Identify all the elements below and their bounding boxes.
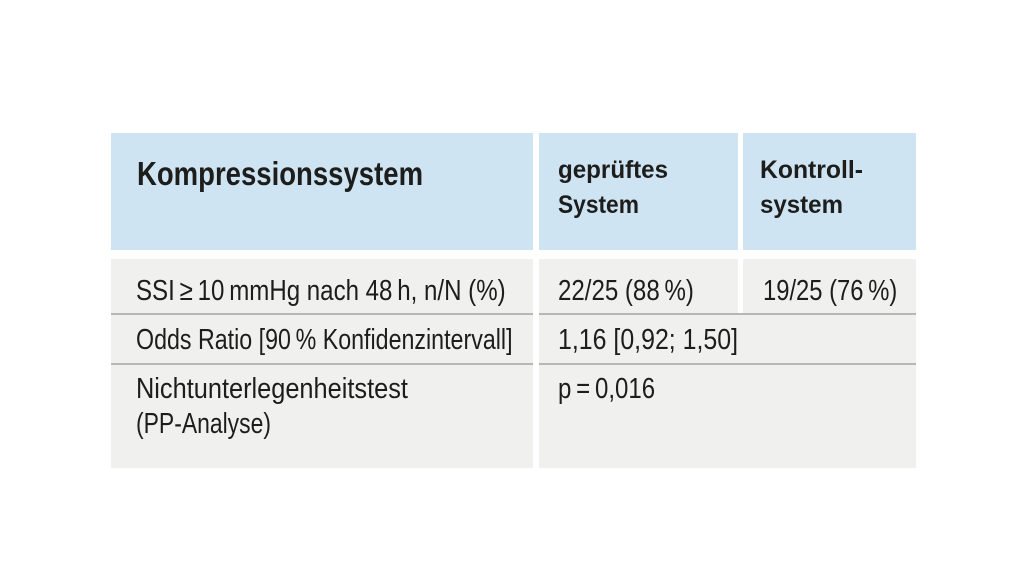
column-header-geprueftes-line2: System — [558, 191, 639, 219]
row-odds-ratio-label: Odds Ratio [90 % Konfidenzintervall] — [136, 323, 513, 356]
column-header-geprueftes-line1: geprüftes — [558, 156, 669, 184]
row-separator — [539, 313, 916, 315]
row-ssi-tested-value: 22/25 (88 %) — [558, 274, 694, 307]
row-noninferiority-label-cell: Nichtunterlegenheitstest (PP-Analyse) — [111, 364, 533, 468]
row-noninferiority-label-line1: Nichtunterlegenheitstest — [136, 372, 408, 405]
row-separator — [539, 363, 916, 365]
row-odds-ratio-value-cell: 1,16 [0,92; 1,50] — [539, 314, 916, 364]
column-header-geprueftes-system: geprüftes System — [539, 133, 738, 250]
column-header-kontroll-line2: system — [759, 191, 843, 219]
column-header-kompressionssystem: Kompressionssystem — [111, 133, 533, 250]
row-noninferiority-value: p = 0,016 — [558, 372, 656, 405]
row-ssi-label: SSI ≥ 10 mmHg nach 48 h, n/N (%) — [136, 274, 506, 307]
row-noninferiority-value-cell: p = 0,016 — [539, 364, 916, 468]
row-odds-ratio-label-cell: Odds Ratio [90 % Konfidenzintervall] — [111, 314, 533, 364]
column-header-kompressionssystem-label: Kompressionssystem — [137, 155, 424, 192]
row-ssi-control-cell: 19/25 (76 %) — [743, 258, 916, 314]
row-ssi-label-cell: SSI ≥ 10 mmHg nach 48 h, n/N (%) — [111, 258, 533, 314]
column-header-kontroll-line1: Kontroll- — [759, 156, 863, 184]
row-ssi-control-value: 19/25 (76 %) — [762, 274, 897, 307]
row-odds-ratio-value: 1,16 [0,92; 1,50] — [558, 323, 739, 356]
results-table: Kompressionssystem geprüftes System Kont… — [111, 133, 916, 468]
row-separator — [111, 363, 533, 365]
column-header-kontrollsystem: Kontroll- system — [743, 133, 916, 250]
row-noninferiority-label-line2: (PP-Analyse) — [136, 407, 271, 440]
row-ssi-tested-cell: 22/25 (88 %) — [539, 258, 738, 314]
row-separator — [111, 313, 533, 315]
